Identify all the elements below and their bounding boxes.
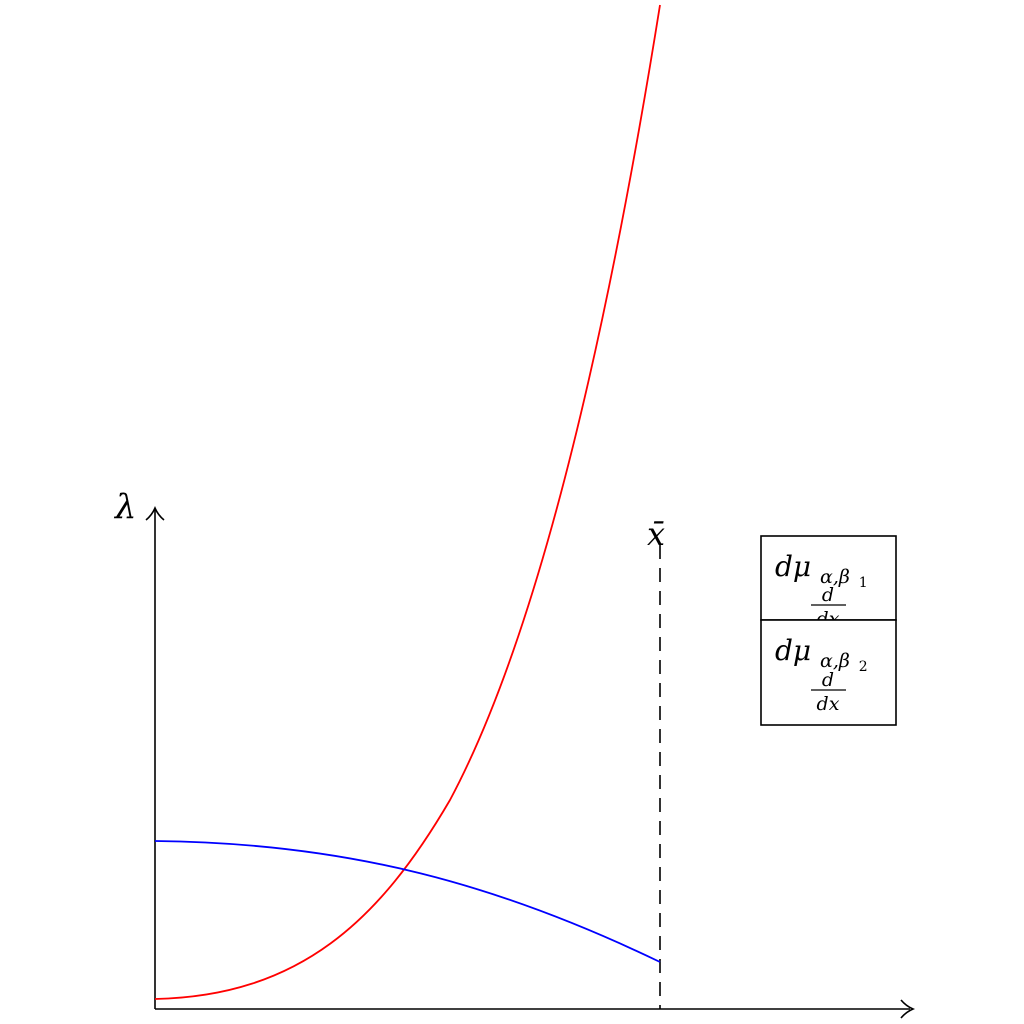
y-axis-arrowhead	[145, 505, 165, 521]
legend-box-2: dμ α,β 2 d dx	[760, 619, 897, 726]
legend-box-2-main: dμ α,β 2	[775, 634, 868, 675]
legend-box-1-frame	[760, 535, 897, 621]
x-axis-arrowhead	[900, 999, 916, 1019]
legend-box-2-frac-num: d	[822, 669, 834, 691]
legend-box-1-main: dμ α,β 1	[775, 550, 868, 591]
curve-2	[154, 840, 661, 963]
legend-box-1-index: 1	[859, 575, 868, 591]
marker-label: x̄	[647, 515, 665, 553]
legend-box-1-dmu: dμ	[775, 550, 811, 583]
legend-box-2-dmu: dμ	[775, 634, 811, 667]
axes	[145, 505, 916, 1019]
legend-box-1-subscript: α,β	[820, 566, 850, 588]
curve-1	[154, 4, 661, 1000]
legend-box-2-index: 2	[859, 659, 868, 675]
legend-box-1: dμ α,β 1 d dx	[760, 535, 897, 630]
legend-box-2-subscript: α,β	[820, 650, 850, 672]
y-axis-label: λ	[113, 487, 137, 527]
legend-box-2-frame	[760, 619, 897, 726]
legend-box-1-frac-num: d	[822, 584, 834, 606]
legend-box-2-frac-den: dx	[817, 693, 840, 715]
legend-box-2-cover	[762, 621, 895, 631]
